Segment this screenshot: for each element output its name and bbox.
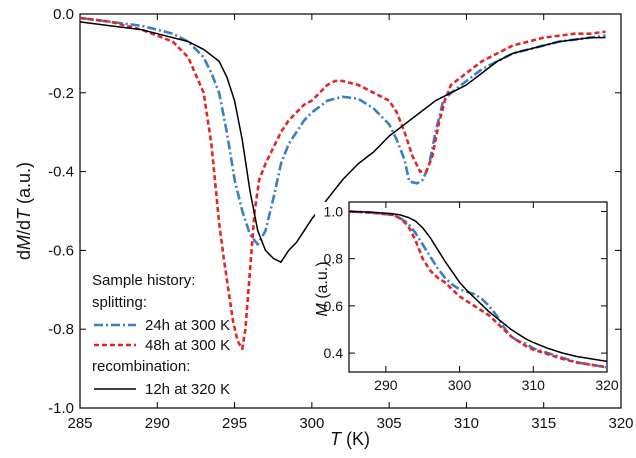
y-axis-label-unit: (a.u.) [14,162,34,209]
legend-heading-recombination: recombination: [92,358,190,375]
legend-entry-12h: 12h at 320 K [145,381,230,398]
main-x-tick-label: 305 [377,415,402,432]
inset-series [348,210,608,369]
inset-y-tick-label: 0.6 [324,298,344,314]
main-x-tick-label: 320 [608,415,633,432]
inset-series-24h [348,210,608,369]
main-x-tick-label: 300 [299,415,324,432]
y-axis-label-mid: /d [14,220,34,235]
y-axis-label-prefix: d [14,250,34,260]
y-axis-label-var-2: T [14,207,34,220]
main-series [79,16,606,351]
legend-heading-splitting: splitting: [92,294,147,311]
inset-y-tick-label: 0.4 [324,345,344,361]
main-plot-frame [79,13,622,409]
legend-entry-48h: 48h at 300 K [145,337,230,354]
inset-x-tick-label: 290 [374,377,398,393]
legend: Sample history: splitting: 24h at 300 K … [92,272,230,398]
main-y-tick-label: -1.0 [48,400,74,417]
inset-x-tick-label: 300 [448,377,472,393]
main-y-tick-label: 0.0 [53,6,74,23]
inset-x-tick-label: 310 [522,377,546,393]
main-x-tick-label: 315 [531,415,556,432]
main-x-tick-label: 295 [222,415,247,432]
inset-plot-background [315,202,607,372]
inset-x-tick-label: 320 [595,377,619,393]
main-x-tick-label: 310 [454,415,479,432]
inset-series-48h [348,210,608,369]
legend-entry-24h: 24h at 300 K [145,317,230,334]
legend-heading-sample-history: Sample history: [92,272,195,289]
y-axis-label: dM/dT (a.u.) [14,162,34,260]
x-axis-label-var: T [330,429,343,449]
main-y-tick-label: -0.8 [48,321,74,338]
main-ticks: 285 290 295 300 305 310 315 320 0.0 -0.2 -0.4 -0.6 -… [48,6,633,432]
inset-y-axis-label: M (a.u.) [314,261,331,316]
x-axis-label-unit: (K) [341,429,370,449]
main-x-tick-label: 290 [145,415,170,432]
inset-y-axis-label-var: M [314,303,331,317]
main-y-tick-label: -0.6 [48,242,74,259]
main-series-48h [79,16,606,351]
x-axis-label: T (K) [330,429,370,449]
inset-plot-frame [348,201,608,373]
inset-y-tick-label: 0.8 [324,251,344,267]
inset-y-tick-label: 1.0 [324,203,344,219]
main-series-12h [79,21,606,263]
inset-ticks: 290 300 310 320 1.0 0.8 0.6 0.4 [324,202,619,393]
main-x-tick-label: 285 [67,415,92,432]
y-axis-label-var-1: M [14,235,34,250]
main-y-tick-label: -0.2 [48,85,74,102]
main-y-tick-label: -0.4 [48,164,74,181]
inset-series-12h [348,210,608,363]
inset-y-axis-label-unit: (a.u.) [314,261,331,303]
